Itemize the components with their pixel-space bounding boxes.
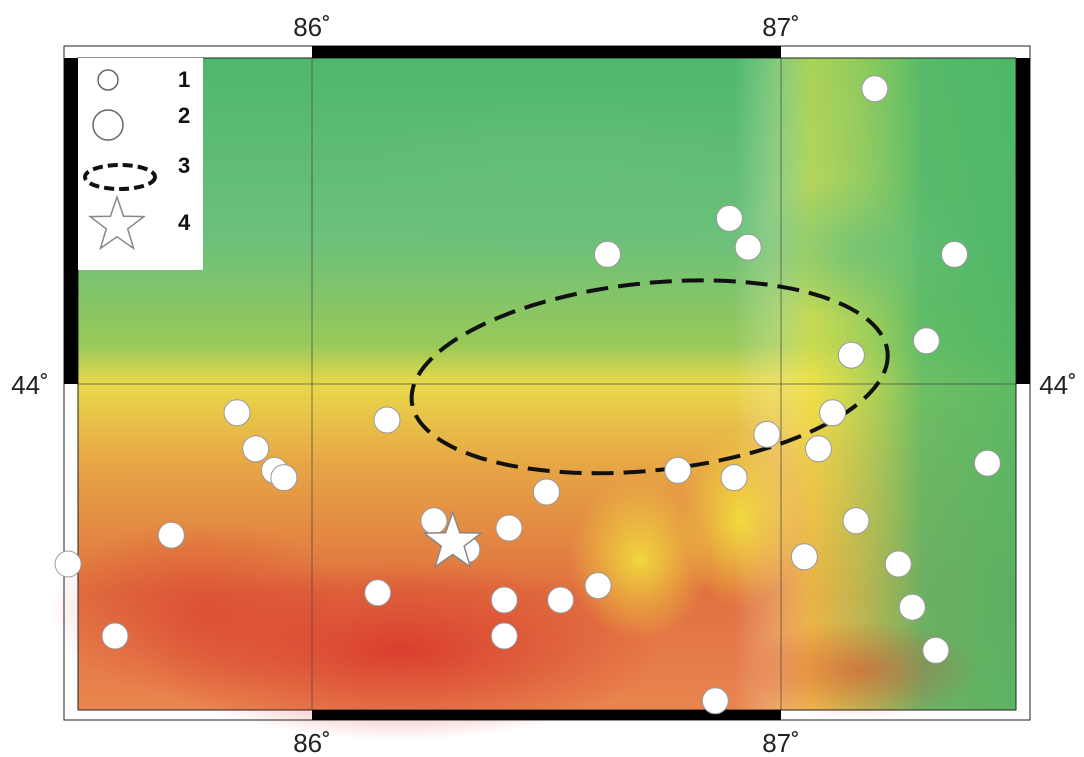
station-marker [270,464,298,492]
station-marker [941,240,968,268]
station-marker [490,586,518,614]
station-marker [420,507,448,535]
station-marker [584,572,612,600]
station-marker [819,399,847,427]
station-marker [101,622,129,650]
station-marker [734,233,762,261]
station-marker [720,464,748,492]
station-marker [973,449,1001,477]
legend-label-3: 3 [178,153,190,178]
station-marker [898,593,926,621]
graticule [78,58,1016,710]
star-marker [422,510,484,569]
station-marker [701,687,729,715]
station-marker [547,586,575,614]
station-marker [790,543,818,571]
station-marker [490,622,518,650]
lat-left-label-44: 44˚ [11,370,49,400]
station-marker [664,456,692,484]
station-marker [715,204,743,232]
dashed-ellipse-icon [83,163,157,191]
station-marker [805,435,832,463]
legend: 1 2 3 4 [78,58,203,270]
station-marker [837,341,865,369]
station-marker [223,399,251,427]
lon-bottom-label-87: 87˚ [762,728,800,757]
large-circle-icon [92,109,124,141]
station-marker [54,550,82,578]
map-frame [63,45,1031,721]
station-marker [912,327,940,355]
station-marker [242,435,270,463]
axis-labels: 86˚ 87˚ 86˚ 87˚ 44˚ 44˚ [11,12,1077,757]
lon-top-label-86: 86˚ [293,12,331,42]
station-marker [884,550,912,578]
station-marker [533,478,560,506]
legend-label-2: 2 [178,103,190,128]
small-circle-icon [97,69,119,91]
station-marker [753,420,781,448]
station-markers [54,75,1001,715]
station-marker [495,514,523,542]
legend-label-4: 4 [178,210,191,235]
legend-label-1: 1 [178,67,190,92]
station-marker [922,636,950,664]
station-marker [861,75,889,103]
star-icon [87,194,147,251]
lon-bottom-label-86: 86˚ [293,728,331,757]
station-marker [842,507,870,535]
station-marker [373,406,401,434]
lon-top-label-87: 87˚ [762,12,800,42]
lat-right-label-44: 44˚ [1039,370,1077,400]
station-marker [157,521,185,549]
station-marker [594,240,621,268]
dashed-ellipse-zone [409,278,890,476]
station-marker [364,579,392,607]
